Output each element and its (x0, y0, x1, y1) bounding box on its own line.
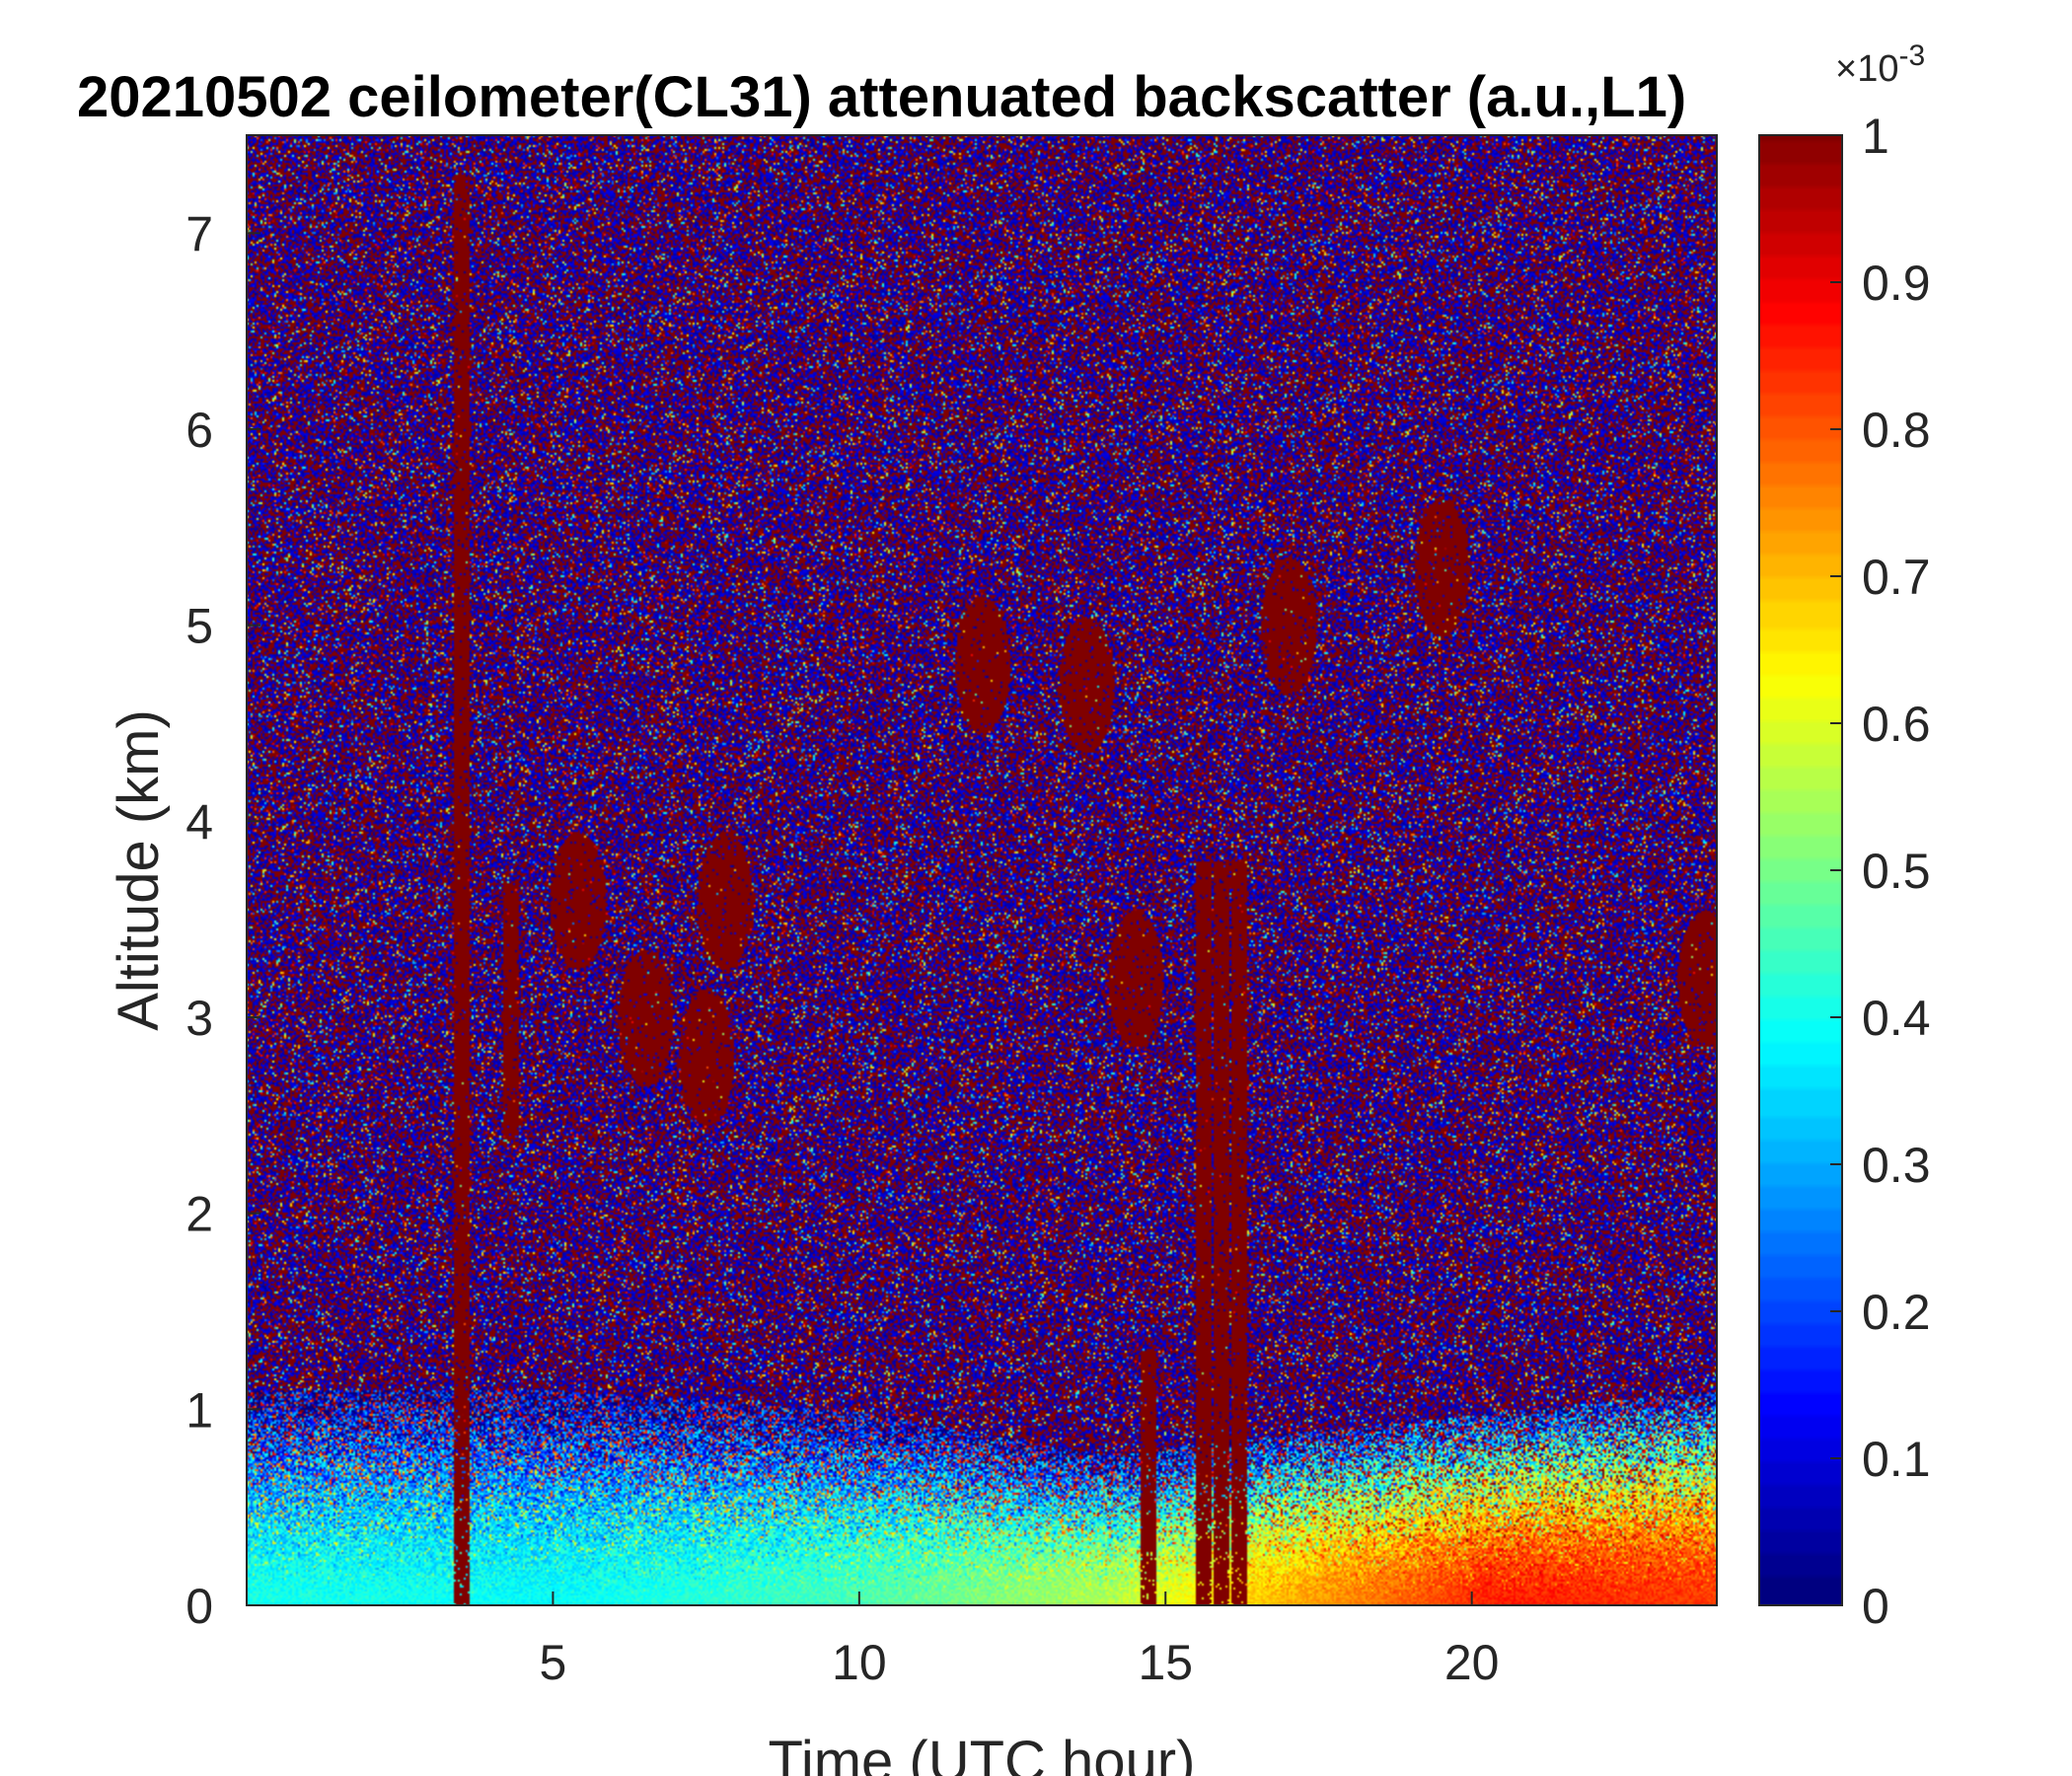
colorbar-tick-label: 0.8 (1862, 403, 1931, 458)
x-axis: 5 10 15 20 (540, 1591, 1500, 1690)
colorbar-tick-label: 0.6 (1862, 697, 1931, 752)
y-tick-label: 0 (185, 1579, 213, 1634)
colorbar-exponent-base: ×10 (1835, 48, 1898, 90)
x-tick-label: 15 (1138, 1635, 1193, 1690)
x-tick-label: 5 (540, 1635, 567, 1690)
colorbar-tick-label: 0.1 (1862, 1432, 1931, 1487)
y-axis-label: Altitude (km) (107, 709, 171, 1031)
y-tick-label: 1 (185, 1382, 213, 1438)
plot-area (246, 134, 1718, 1606)
y-tick-label: 4 (185, 794, 213, 850)
colorbar-tick-label: 0.3 (1862, 1138, 1931, 1193)
y-tick-label: 6 (185, 403, 213, 458)
colorbar-tick-label: 0 (1862, 1579, 1889, 1634)
chart-title: 20210502 ceilometer(CL31) attenuated bac… (77, 65, 1686, 129)
colorbar-tick-label: 0.5 (1862, 844, 1931, 899)
y-tick-label: 3 (185, 991, 213, 1046)
backscatter-heatmap (247, 135, 1717, 1605)
colorbar-tick-label: 0.2 (1862, 1285, 1931, 1340)
plot-frame (246, 134, 1718, 1606)
x-tick-label: 10 (832, 1635, 887, 1690)
y-axis: 0 1 2 3 4 5 6 7 (185, 206, 260, 1634)
x-tick-label: 20 (1444, 1635, 1500, 1690)
colorbar-tick-label: 0.4 (1862, 991, 1931, 1046)
colorbar-tick-label: 1 (1862, 109, 1889, 164)
x-axis-label: Time (UTC hour) (769, 1730, 1196, 1776)
colorbar-ticks: 0 0.1 0.2 0.3 0.4 0.5 0.6 0.7 0.8 0.9 1 (1830, 109, 1931, 1634)
colorbar-tick-label: 0.7 (1862, 550, 1931, 605)
colorbar: 0 0.1 0.2 0.3 0.4 0.5 0.6 0.7 0.8 0.9 1 ×10-3 (1758, 39, 1931, 1634)
colorbar-gradient (1759, 135, 1842, 1605)
colorbar-exponent-power: -3 (1898, 39, 1925, 72)
y-tick-label: 5 (185, 599, 213, 654)
colorbar-exponent: ×10-3 (1835, 39, 1925, 90)
y-tick-label: 7 (185, 206, 213, 261)
colorbar-tick-label: 0.9 (1862, 256, 1931, 311)
y-tick-label: 2 (185, 1187, 213, 1242)
